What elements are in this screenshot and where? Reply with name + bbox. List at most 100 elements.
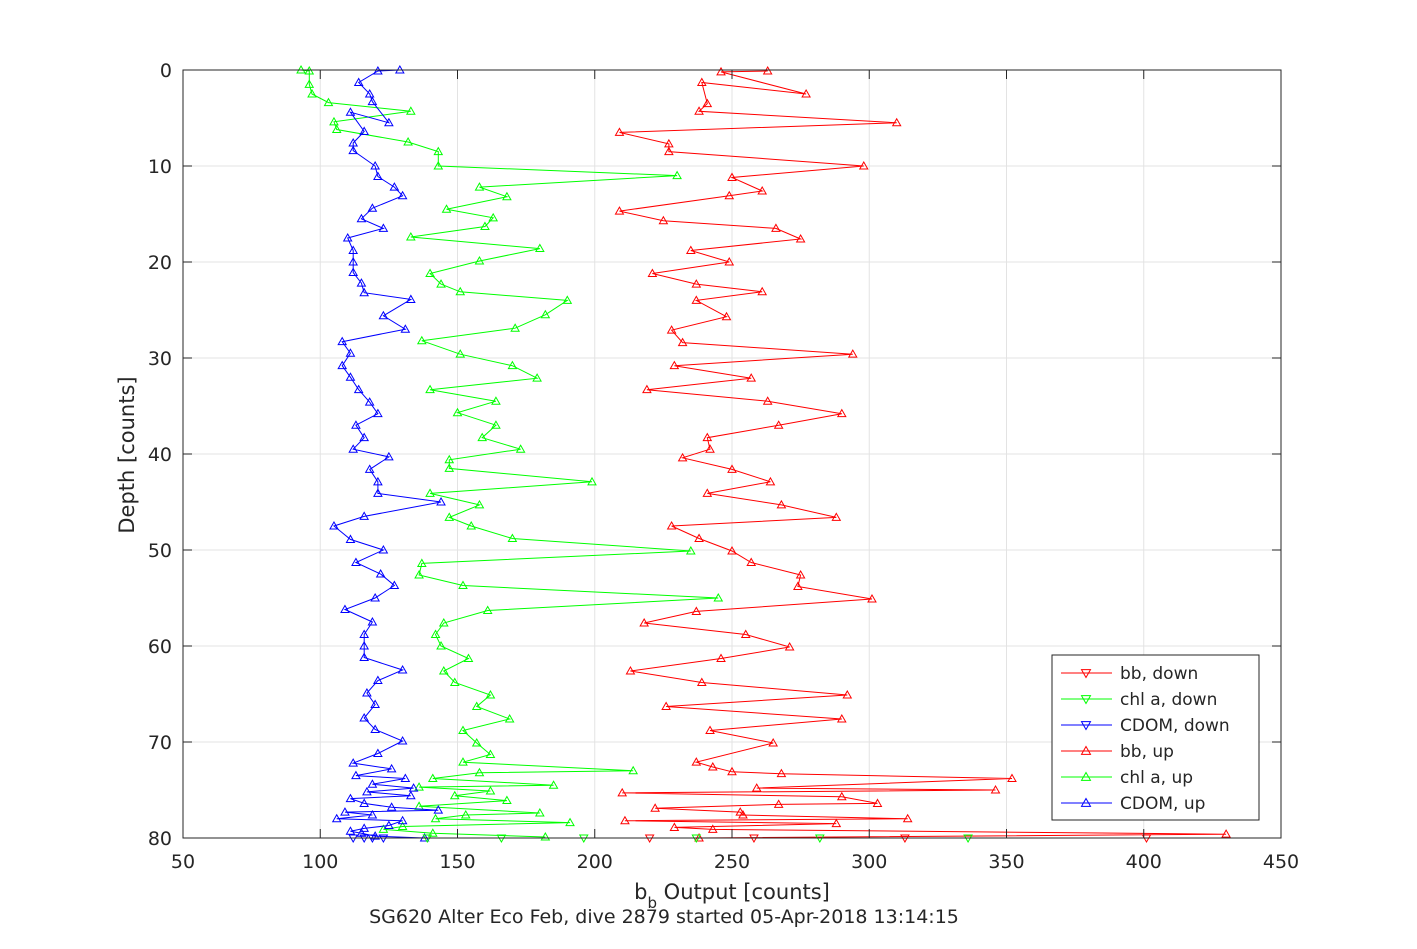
data-point-cdom-up (367, 809, 378, 819)
data-point-chl-a-up (482, 605, 493, 614)
data-point-bb-up (902, 813, 913, 823)
data-point-bb-up (757, 185, 768, 195)
data-point-bb-up (765, 476, 776, 486)
y-tick-label: 10 (148, 156, 172, 178)
data-point-chl-a-up (515, 444, 526, 453)
y-tick-label: 60 (148, 636, 172, 658)
data-point-bb-up (773, 799, 784, 808)
data-point-chl-a-up (532, 373, 542, 382)
data-point-bb-up (707, 761, 718, 771)
data-point-chl-a-up (441, 204, 452, 213)
data-point-cdom-up (373, 408, 383, 418)
data-point-bb-up (620, 815, 630, 825)
data-point-chl-a-up (474, 767, 485, 777)
data-point-chl-a-up (416, 335, 427, 345)
data-point-chl-a-up (323, 97, 334, 107)
series-line-bb-up (619, 70, 1227, 839)
series-line-cdom-up (332, 69, 442, 839)
data-point-cdom-up (397, 815, 408, 825)
data-point-bb-up (661, 701, 671, 710)
data-point-chl-a-up (444, 454, 455, 464)
data-point-bb-up (716, 653, 726, 662)
y-tick-label: 20 (148, 252, 172, 274)
data-point-chl-a-up (433, 146, 444, 156)
x-tick-label: 250 (714, 851, 750, 873)
data-point-bb-up (858, 160, 869, 170)
data-point-bb-up (727, 545, 737, 555)
data-point-chl-a-up (488, 212, 499, 222)
axis-ticks: 50 100 150 200 250 300 350 400 450 0 10 20 30 40 50 60 7… (148, 60, 1299, 873)
data-point-cdom-up (364, 464, 375, 473)
data-point-cdom-up (370, 592, 381, 602)
data-point-cdom-up (378, 223, 389, 232)
data-point-cdom-up (359, 629, 370, 638)
legend-label: bb, up (1120, 742, 1174, 762)
data-point-chl-a-up (628, 765, 639, 775)
y-tick-label: 50 (148, 540, 172, 562)
data-point-cdom-up (337, 336, 348, 346)
data-point-cdom-up (348, 758, 359, 767)
data-point-cdom-up (345, 107, 356, 116)
data-point-cdom-up (362, 786, 372, 796)
data-point-cdom-up (373, 488, 383, 497)
data-point-chl-a-up (540, 832, 551, 841)
x-axis-label: bb Output [counts] (634, 880, 830, 912)
legend-swatch-marker (1080, 745, 1092, 755)
data-point-bb-up (702, 98, 713, 108)
y-tick-label: 80 (148, 828, 172, 850)
data-point-cdom-up (397, 664, 408, 674)
data-point-bb-up (784, 641, 795, 651)
data-point-bb-up (771, 223, 781, 232)
data-point-cdom-up (359, 798, 370, 807)
data-point-cdom-up (345, 826, 356, 835)
data-point-chl-a-up (425, 384, 435, 394)
data-point-cdom-up (389, 580, 400, 590)
data-point-chl-a-up (458, 580, 468, 590)
data-point-cdom-up (373, 675, 383, 685)
data-point-bb-up (702, 432, 713, 442)
data-point-bb-up (625, 665, 636, 675)
legend-label: chl a, up (1120, 768, 1193, 788)
x-tick-label: 450 (1263, 851, 1299, 873)
data-point-bb-up (793, 581, 803, 590)
data-point-chl-a-up (485, 749, 496, 758)
data-point-chl-a-up (455, 286, 466, 296)
data-point-bb-up (669, 822, 680, 831)
data-point-cdom-up (386, 763, 397, 773)
data-point-cdom-up (433, 805, 444, 814)
data-point-bb-up (705, 444, 715, 453)
data-point-cdom-up (359, 640, 370, 650)
data-point-chl-a-up (304, 79, 315, 88)
legend-swatch-marker (1080, 797, 1092, 807)
data-point-bb-up (757, 286, 768, 296)
data-point-bb-up (831, 818, 842, 828)
data-point-bb-up (705, 725, 715, 734)
y-tick-label: 30 (148, 348, 172, 370)
data-point-bb-up (776, 499, 787, 509)
x-axis-label-rest: Output [counts] (657, 880, 830, 904)
data-point-cdom-up (359, 287, 370, 297)
data-point-bb-up (614, 127, 625, 136)
data-point-cdom-up (364, 88, 375, 98)
legend-item-cdom-up: CDOM, up (1061, 794, 1205, 814)
legend-label: CDOM, down (1120, 716, 1230, 736)
data-point-chl-a-up (548, 780, 559, 789)
data-point-bb-up (776, 768, 787, 778)
data-point-bb-up (847, 349, 858, 358)
data-point-chl-a-up (540, 309, 551, 319)
data-point-chl-a-up (438, 617, 449, 627)
data-point-bb-up (716, 66, 726, 76)
data-point-chl-a-up (405, 232, 416, 241)
data-point-chl-a-up (474, 182, 485, 191)
data-point-chl-a-up (713, 592, 724, 602)
data-point-chl-a-up (427, 773, 438, 782)
data-point-bb-up (1221, 829, 1231, 838)
data-point-chl-a-up (534, 243, 545, 253)
data-point-cdom-up (359, 432, 370, 442)
data-point-chl-a-up (438, 665, 449, 675)
data-point-bb-up (707, 824, 718, 833)
data-point-cdom-up (348, 256, 359, 266)
data-point-chl-a-up (502, 191, 512, 201)
data-point-chl-a-up (449, 790, 460, 800)
data-point-bb-up (664, 146, 674, 156)
